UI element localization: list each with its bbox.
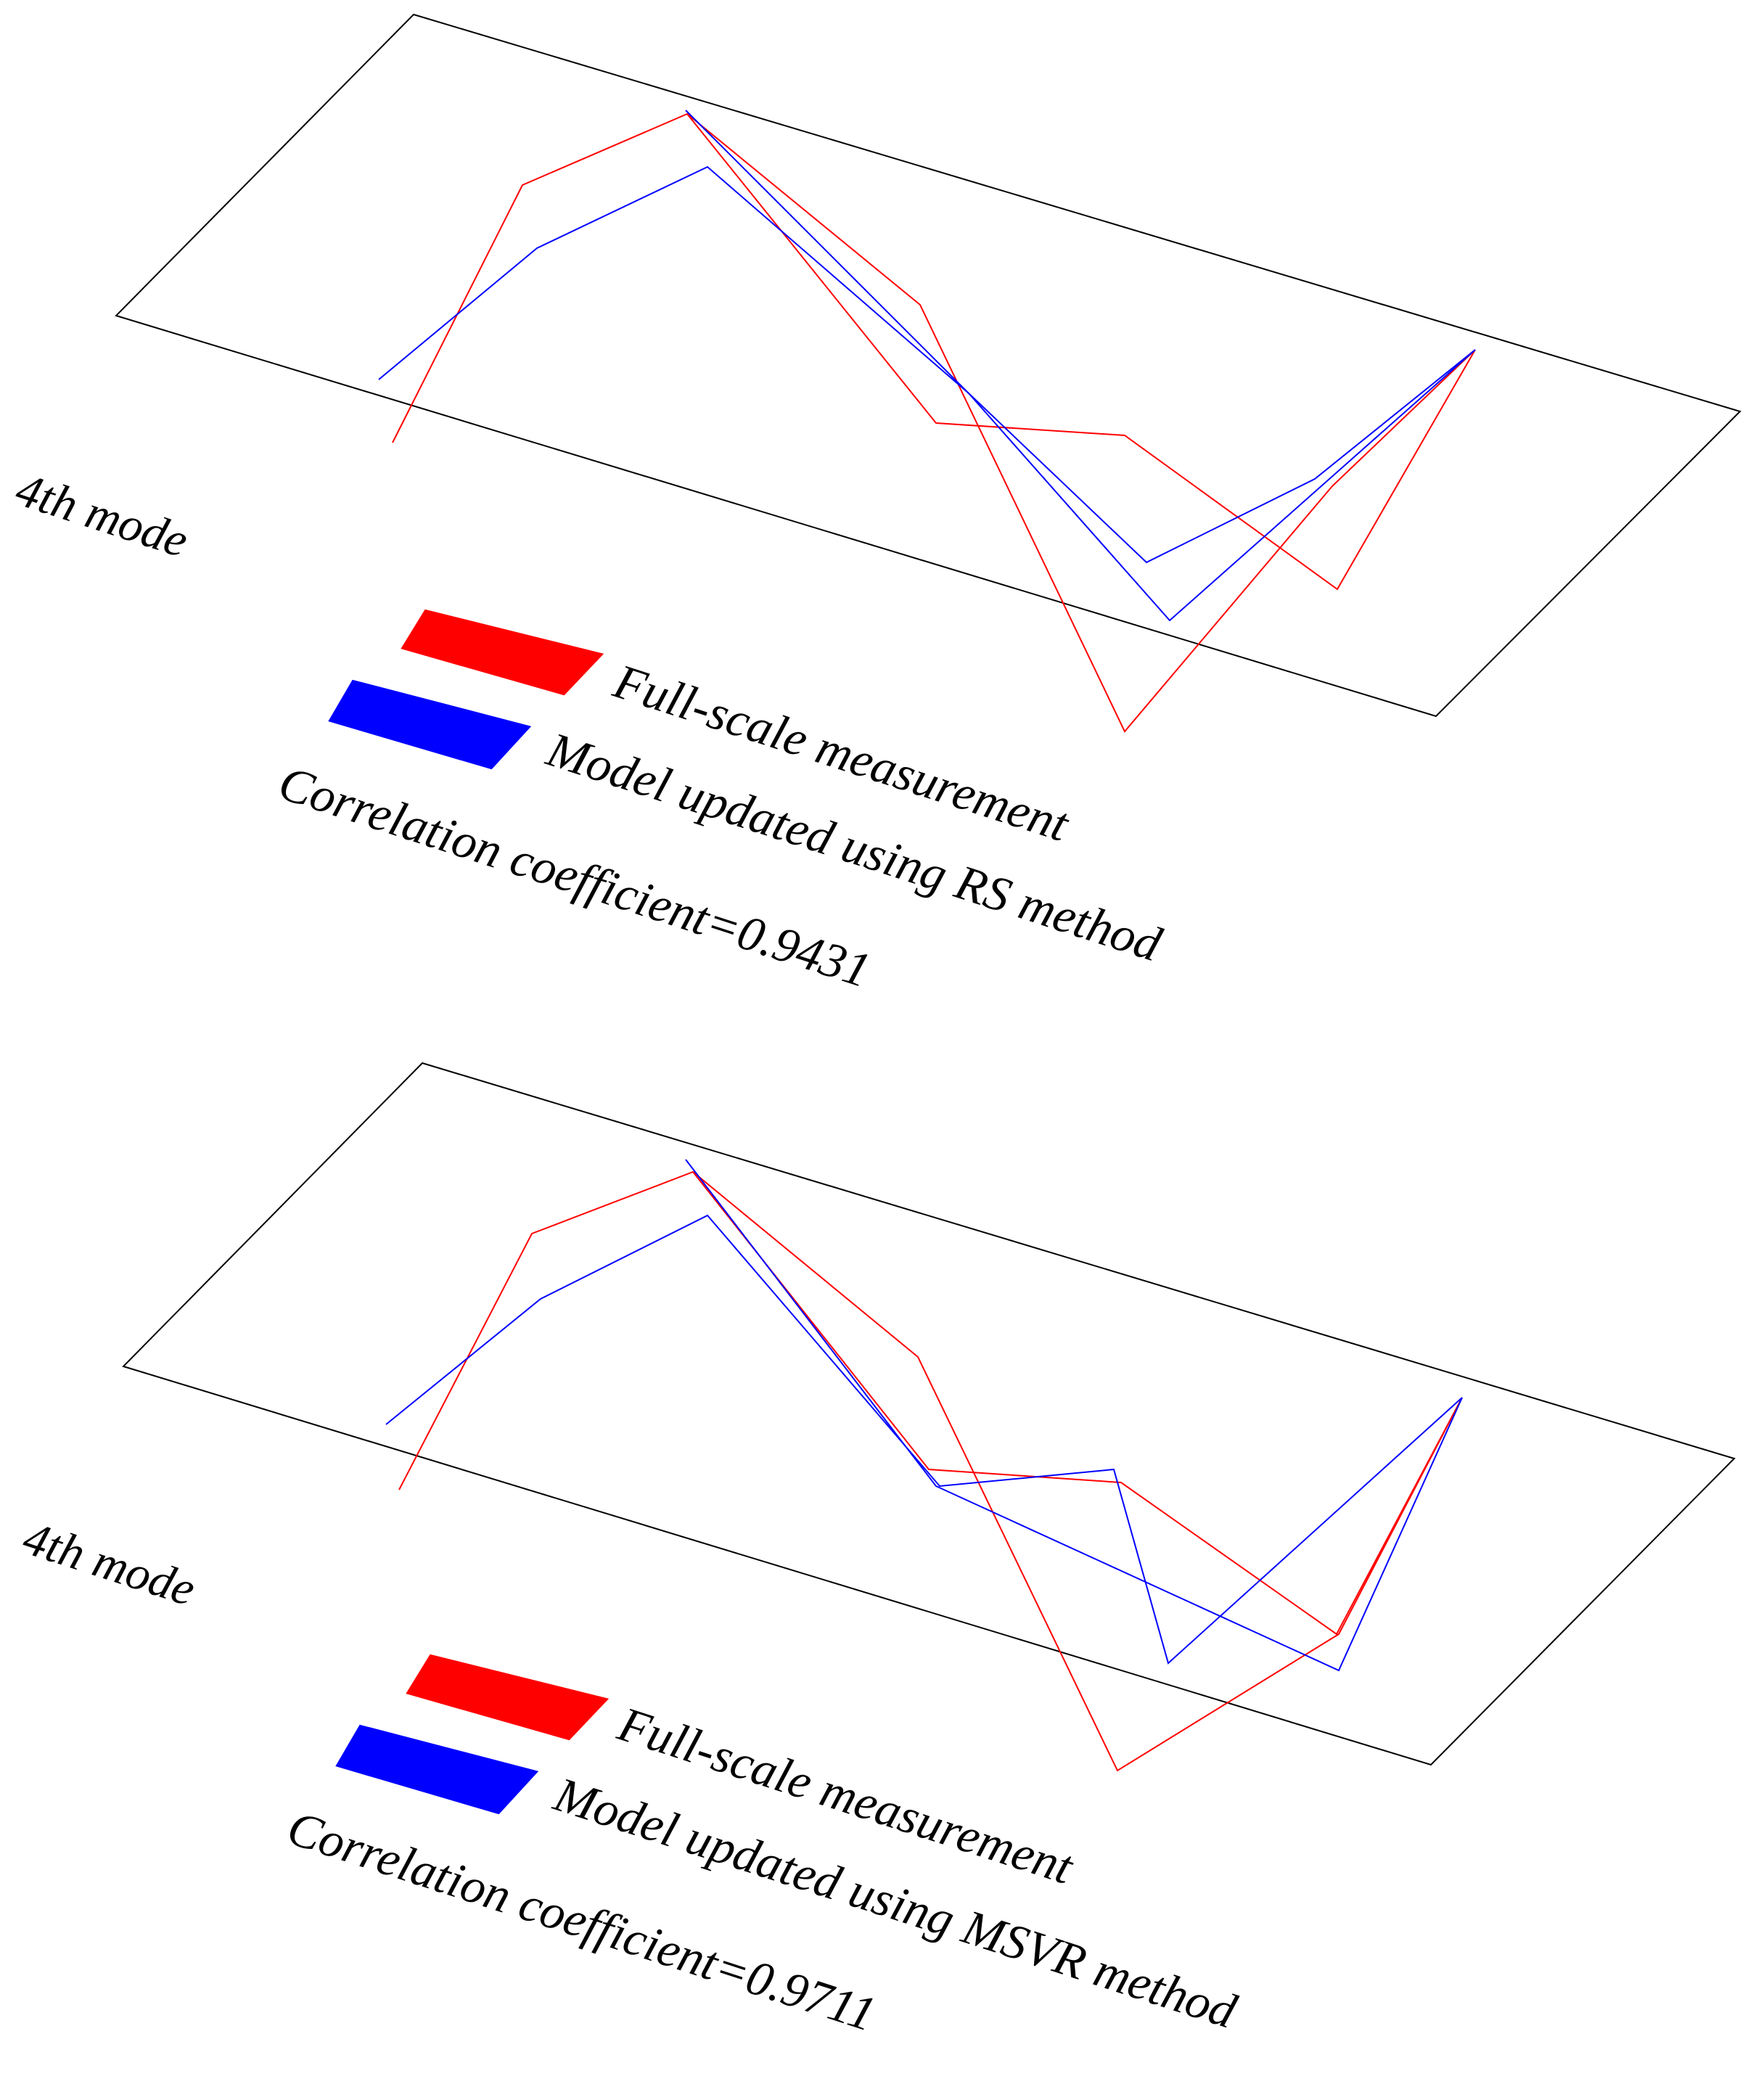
measurement-curve-a — [398, 1170, 1463, 1772]
panel-rs: 4th mode Full-scale measurement Model up… — [9, 13, 1741, 998]
mode-label: 4th mode — [9, 463, 194, 568]
correlation-coefficient: Correlation coefficient=0.9711 — [281, 1800, 882, 2042]
panel-msvr: 4th mode Full-scale measurement Model up… — [17, 1062, 1736, 2042]
model-curve-b — [685, 1159, 1463, 1672]
legend-swatch-measurement — [402, 1652, 613, 1743]
model-curve-b — [685, 110, 1476, 622]
mode-label: 4th mode — [17, 1512, 201, 1617]
reference-plane-frame — [115, 13, 1741, 718]
model-curve-a — [385, 1214, 1463, 1665]
legend-swatch-measurement — [397, 607, 608, 698]
legend-swatch-model — [324, 677, 536, 772]
measurement-curve-b — [686, 113, 1476, 591]
measurement-curve-b — [692, 1171, 1463, 1636]
legend-swatch-model — [332, 1722, 543, 1817]
model-curve-a — [378, 165, 1476, 564]
reference-plane-frame — [122, 1062, 1736, 1766]
correlation-coefficient: Correlation coefficient=0.9431 — [272, 755, 877, 998]
measurement-curve-a — [392, 112, 1476, 733]
